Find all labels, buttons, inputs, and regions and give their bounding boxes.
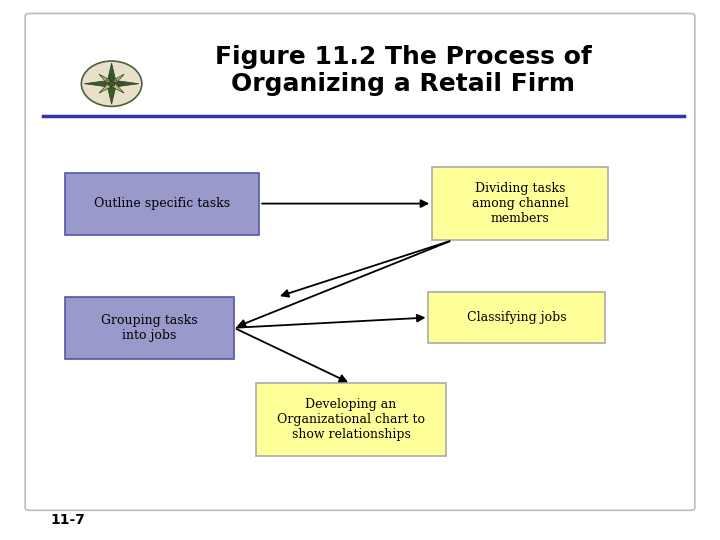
Text: Figure 11.2 The Process of: Figure 11.2 The Process of (215, 45, 592, 69)
Circle shape (108, 81, 115, 86)
Text: Classifying jobs: Classifying jobs (467, 310, 567, 324)
FancyBboxPatch shape (432, 167, 608, 240)
Polygon shape (107, 63, 117, 93)
FancyBboxPatch shape (65, 173, 259, 235)
Polygon shape (106, 75, 124, 88)
Polygon shape (84, 80, 124, 87)
Polygon shape (106, 79, 124, 93)
Text: Grouping tasks
into jobs: Grouping tasks into jobs (101, 314, 198, 342)
Circle shape (81, 61, 142, 106)
Text: 11-7: 11-7 (50, 512, 85, 526)
FancyBboxPatch shape (65, 297, 234, 359)
Polygon shape (99, 79, 117, 93)
Polygon shape (99, 80, 139, 87)
FancyBboxPatch shape (25, 14, 695, 510)
FancyBboxPatch shape (428, 292, 605, 343)
Text: Outline specific tasks: Outline specific tasks (94, 197, 230, 211)
Text: Organizing a Retail Firm: Organizing a Retail Firm (231, 72, 575, 96)
Polygon shape (99, 75, 117, 88)
Text: Dividing tasks
among channel
members: Dividing tasks among channel members (472, 183, 569, 225)
Text: Developing an
Organizational chart to
show relationships: Developing an Organizational chart to sh… (277, 399, 425, 441)
FancyBboxPatch shape (256, 383, 446, 456)
Polygon shape (107, 75, 117, 104)
